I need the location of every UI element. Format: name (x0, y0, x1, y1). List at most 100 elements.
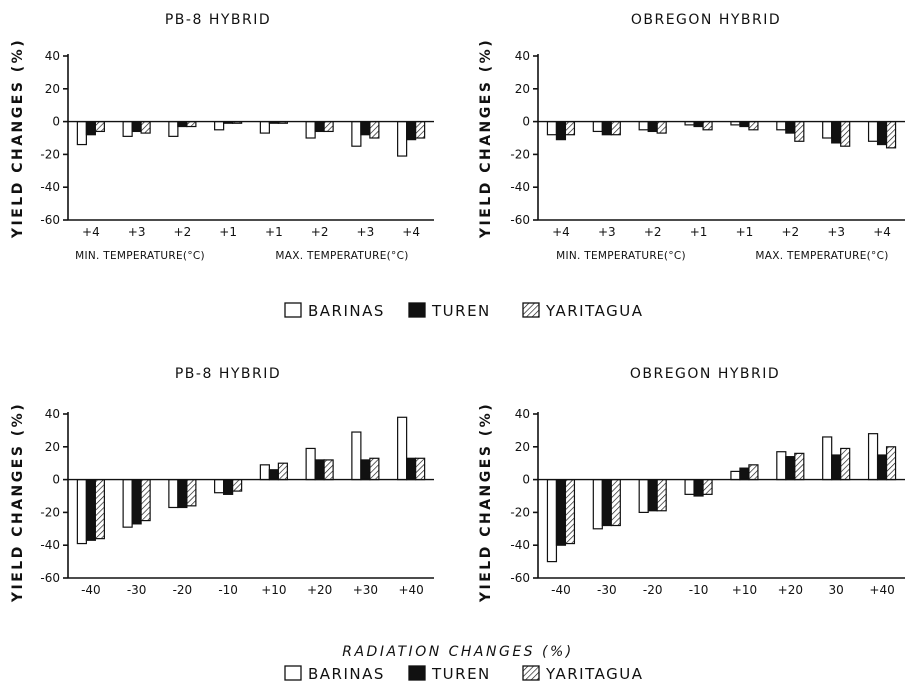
bar-yaritagua (186, 479, 197, 507)
y-tick-label: -40 (40, 538, 60, 552)
panel-0: PB-8 HYBRID YIELD CHANGES (%) 40 20 0 -20 -4… (10, 12, 434, 262)
bar-yaritagua (94, 479, 105, 540)
chart-title: PB-8 HYBRID (175, 366, 281, 382)
x-tick-labels: +4 +3 +2 +1 +1 +2 +3 +4 (82, 225, 420, 239)
bar-turen (406, 120, 417, 141)
bar-turen (647, 120, 658, 133)
y-axis-label: YIELD CHANGES (%) (478, 38, 494, 239)
bar-barinas (351, 120, 362, 147)
bar-barinas (867, 120, 879, 142)
bar-turen (360, 459, 371, 481)
bar-turen (693, 479, 704, 497)
bar-yaritagua (140, 479, 151, 522)
bar-barinas (730, 470, 741, 481)
y-tick-label: -40 (510, 180, 530, 194)
bar-barinas (867, 433, 879, 481)
x-tick-label: +1 (219, 225, 237, 239)
bar-yaritagua (610, 120, 621, 136)
legend-label-turen: TUREN (431, 665, 491, 683)
bar-yaritagua (564, 120, 576, 136)
bar-turen (831, 454, 842, 481)
bar-barinas (122, 120, 133, 137)
bar-turen (876, 454, 888, 481)
x-tick-label: -30 (127, 583, 147, 597)
legend-bottom: BARINAS TUREN YARITAGUA (284, 665, 642, 683)
bars (538, 433, 905, 563)
y-axis-label: YIELD CHANGES (%) (10, 38, 26, 239)
x-tick-label: -40 (81, 583, 101, 597)
axes (63, 54, 434, 221)
bar-turen (360, 120, 371, 136)
y-tick-label: 0 (522, 115, 530, 129)
bar-turen (739, 120, 750, 128)
bar-barinas (259, 120, 270, 134)
y-tick-label: -20 (510, 505, 530, 519)
bar-turen (131, 479, 142, 525)
x-tick-label: +2 (174, 225, 192, 239)
bar-yaritagua (794, 452, 805, 481)
bar-barinas (214, 479, 225, 494)
legend-label-barinas: BARINAS (308, 665, 385, 683)
bar-turen (601, 479, 612, 527)
legend-swatch-yaritagua (522, 665, 540, 681)
x-tick-label: +40 (398, 583, 423, 597)
x-tick-label: +4 (552, 225, 570, 239)
bar-yaritagua (840, 447, 851, 481)
bar-yaritagua (610, 479, 621, 527)
legend-swatch-barinas (284, 665, 302, 681)
x-tick-label: +3 (598, 225, 616, 239)
x-tick-label: +3 (128, 225, 146, 239)
bars (538, 120, 905, 149)
bar-barinas (776, 451, 787, 481)
bar-barinas (214, 120, 225, 131)
bar-turen (268, 469, 279, 481)
x-tick-label: -40 (551, 583, 571, 597)
bar-barinas (351, 431, 362, 481)
x-tick-label: +40 (869, 583, 894, 597)
x-tick-label: +2 (644, 225, 662, 239)
x-tick-label: -20 (173, 583, 193, 597)
bar-turen (177, 479, 188, 509)
y-tick-label: -40 (40, 180, 60, 194)
bar-yaritagua (94, 120, 105, 133)
y-axis-label: YIELD CHANGES (%) (478, 402, 494, 603)
x-tick-label: +10 (732, 583, 757, 597)
y-tick-label: 20 (45, 440, 60, 454)
x-tick-label: +10 (261, 583, 286, 597)
x-tick-label: -20 (643, 583, 663, 597)
x-tick-labels: -40 -30 -20 -10 +10 +20 +30 +40 (81, 583, 424, 597)
y-tick-label: -60 (40, 213, 60, 227)
bar-barinas (168, 479, 179, 509)
bar-barinas (259, 464, 270, 481)
x-tick-label: -10 (689, 583, 709, 597)
y-tick-label: -20 (40, 147, 60, 161)
bar-turen (831, 120, 842, 144)
bar-yaritagua (794, 120, 805, 142)
bar-barinas (168, 120, 179, 137)
y-tick-label: 0 (522, 473, 530, 487)
bar-yaritagua (323, 459, 334, 481)
y-tick-label: 20 (515, 440, 530, 454)
bar-yaritagua (323, 120, 334, 133)
x-tick-label: +1 (690, 225, 708, 239)
y-tick-label: -20 (510, 147, 530, 161)
y-tick-label: 40 (515, 49, 530, 63)
bar-barinas (76, 479, 87, 545)
legend-label-turen: TUREN (431, 302, 491, 320)
y-tick-labels: 40 20 0 -20 -40 -60 (40, 407, 60, 585)
bar-turen (131, 120, 142, 133)
x-tick-labels: -40 -30 -20 -10 +10 +20 30 +40 (551, 583, 895, 597)
bar-turen (647, 479, 658, 512)
bar-yaritagua (277, 462, 288, 481)
x-tick-label: -30 (597, 583, 617, 597)
bar-yaritagua (748, 464, 759, 481)
x-tick-label: +4 (82, 225, 100, 239)
x-tick-label: +1 (265, 225, 283, 239)
x-tick-label: -10 (218, 583, 238, 597)
y-axis-label: YIELD CHANGES (%) (10, 402, 26, 603)
bar-barinas (638, 120, 649, 131)
bar-barinas (397, 416, 408, 481)
bar-turen (555, 479, 567, 546)
bar-barinas (592, 120, 603, 133)
